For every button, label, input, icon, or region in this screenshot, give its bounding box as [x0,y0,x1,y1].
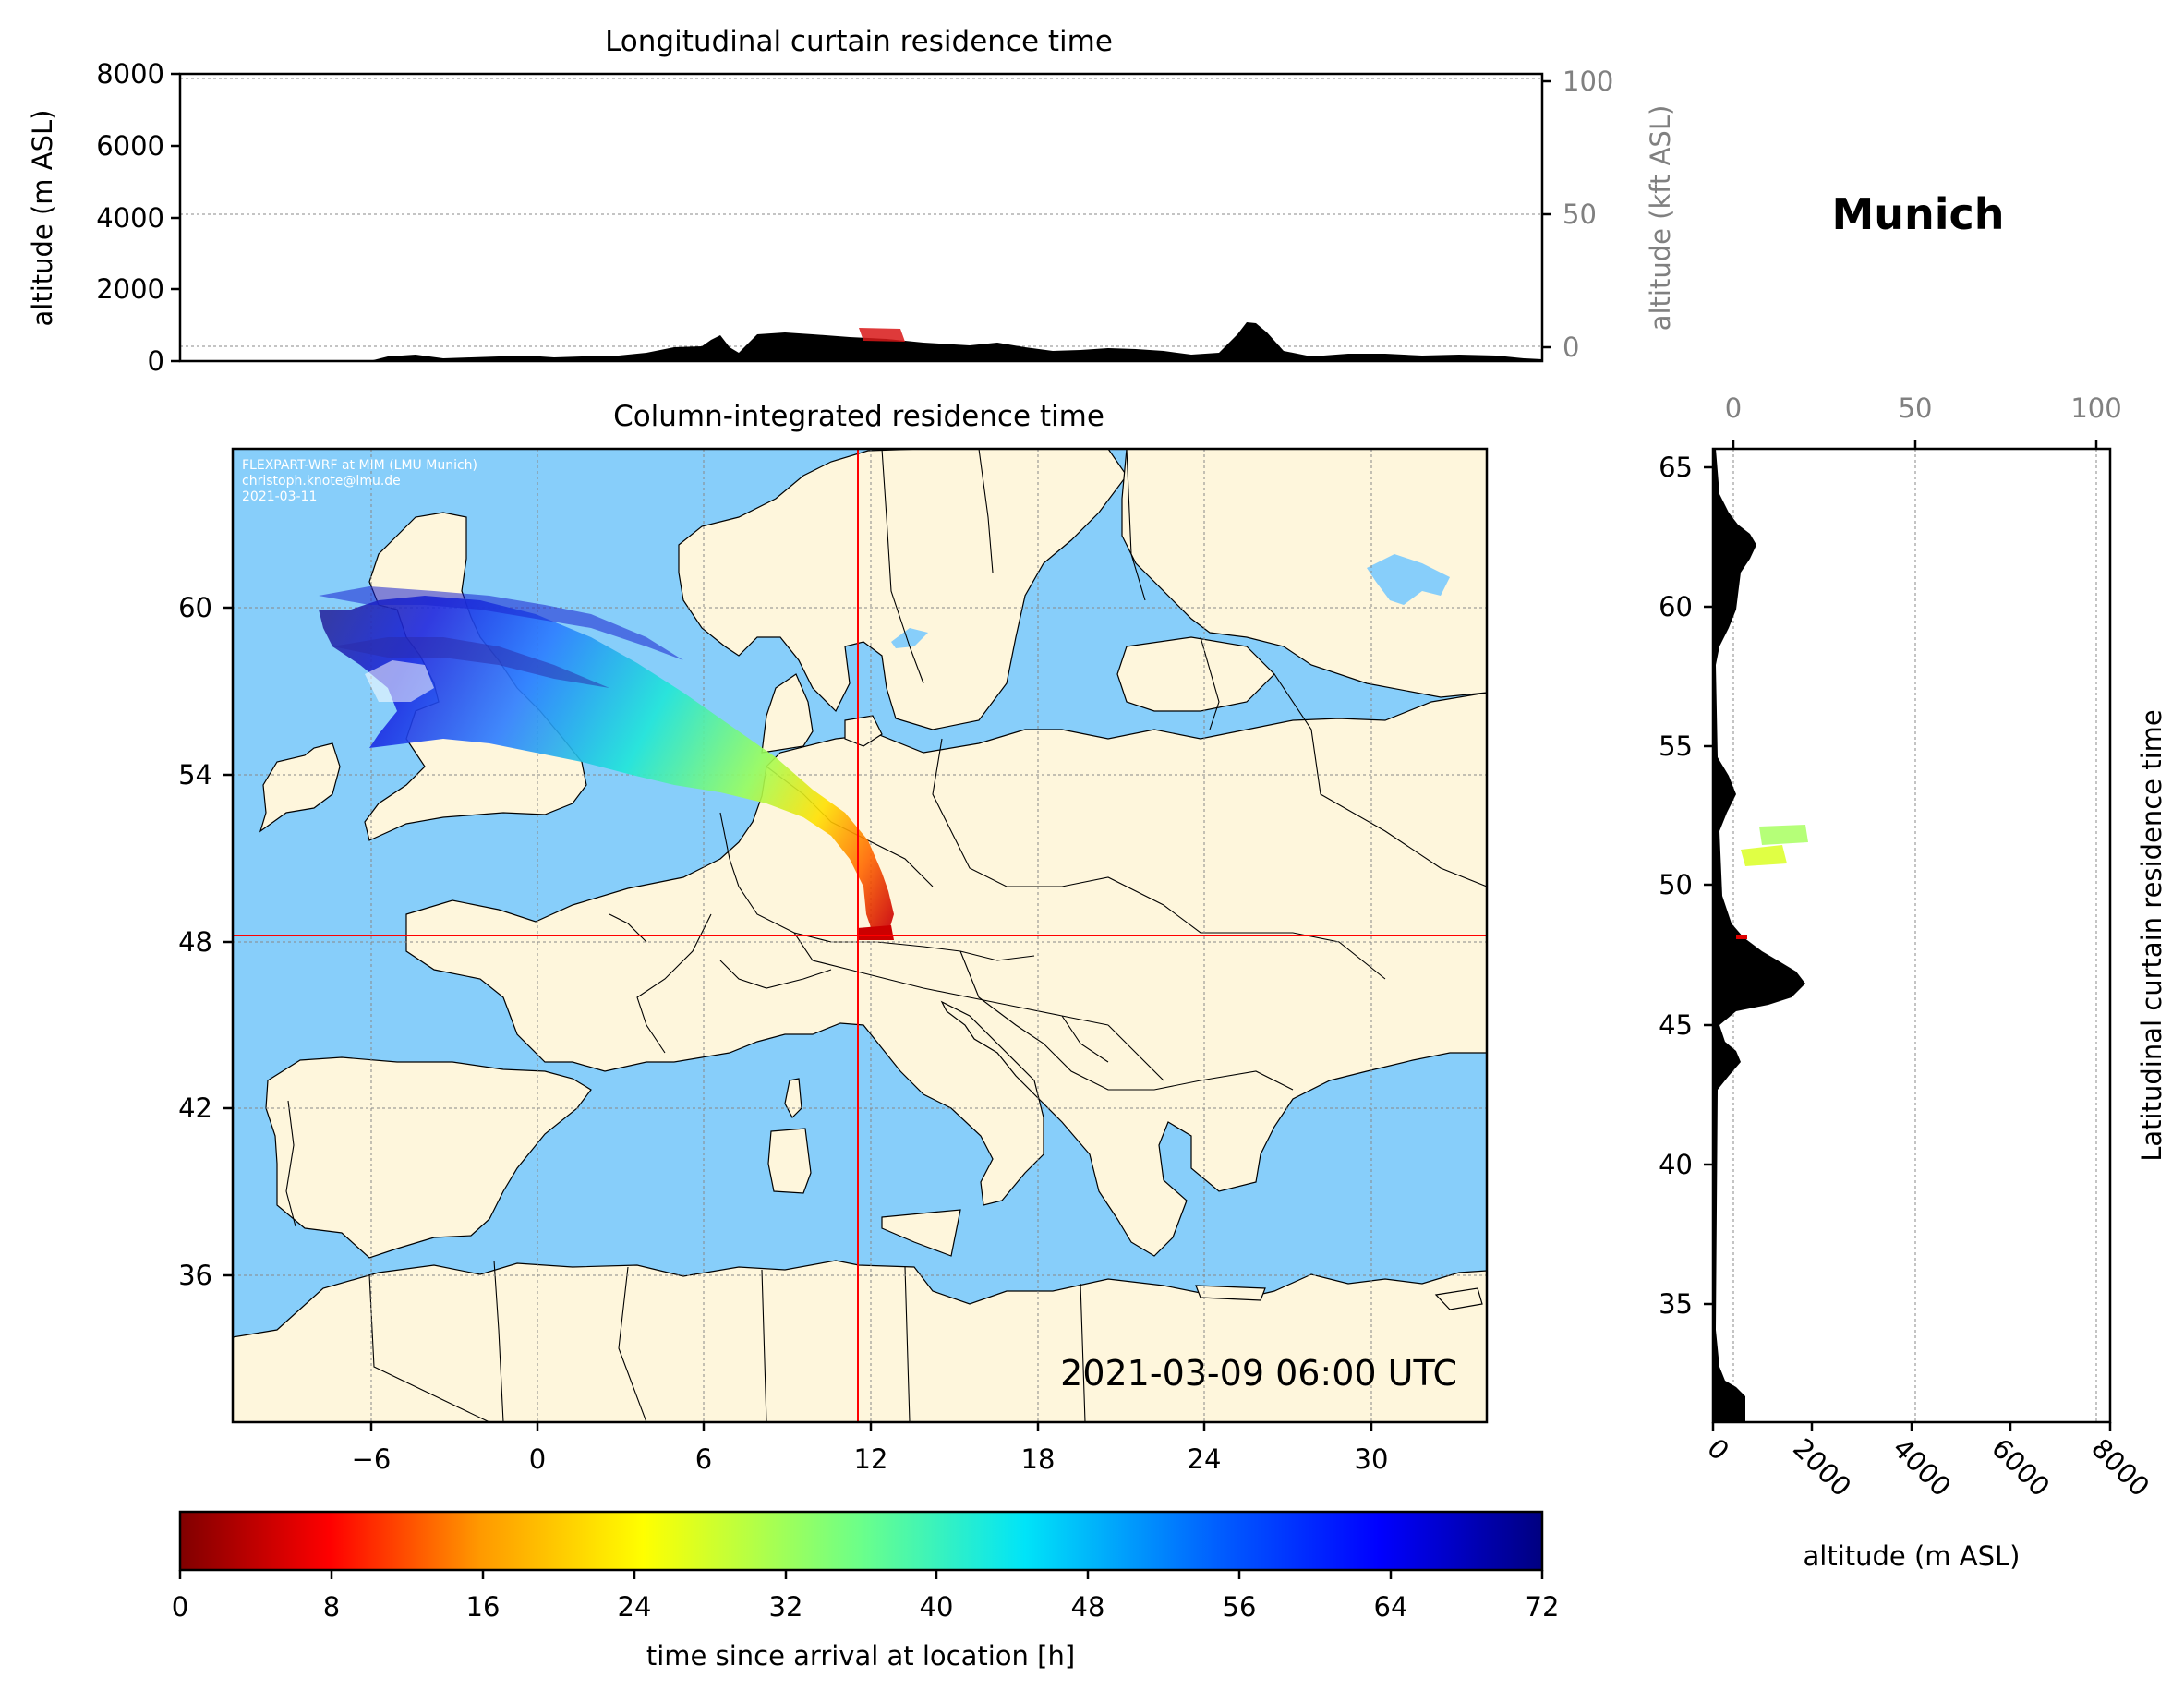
cb-tick-32: 32 [769,1591,803,1623]
right-panel-yticks: 35 40 45 50 55 60 65 [1659,452,1713,1320]
credit-line-3: 2021-03-11 [242,489,317,504]
map-xtick-30: 30 [1355,1443,1389,1475]
right-xtick-6000: 6000 [1985,1432,2056,1503]
longitudinal-curtain-panel: Longitudinal curtain residence time 0 20… [27,25,1676,377]
map-ytick-60: 60 [178,592,212,623]
land-sicily [881,1209,961,1257]
cb-tick-64: 64 [1374,1591,1408,1623]
location-title: Munich [1831,189,2004,239]
map-xtick-24: 24 [1188,1443,1222,1475]
colorbar: 0 8 16 24 32 40 48 56 64 72 time since a… [172,1510,1560,1672]
map-xticks: −6 0 6 12 18 24 30 [352,1422,1389,1475]
top-panel-right-ticks: 0 50 100 [1542,66,1613,363]
right-ytick-45: 45 [1659,1009,1693,1041]
top-ytick-right-50: 50 [1563,199,1597,230]
latitudinal-plume-red [1736,935,1747,939]
top-panel-ylabel: altitude (m ASL) [27,110,58,327]
land-ireland [259,742,341,833]
right-ytick-35: 35 [1659,1288,1693,1320]
land-iberia [265,1056,592,1259]
cb-tick-8: 8 [323,1591,340,1623]
land-africa [233,1260,1487,1422]
colorbar-label: time since arrival at location [h] [646,1640,1075,1672]
right-panel-xticks: 0 2000 4000 6000 8000 [1701,1422,2155,1503]
map-ytick-36: 36 [178,1260,212,1291]
right-ytick-55: 55 [1659,730,1693,762]
top-panel-ylabel-right: altitude (kft ASL) [1645,105,1676,332]
cb-tick-56: 56 [1223,1591,1257,1623]
top-panel-plume [859,328,905,342]
right-ytick-40: 40 [1659,1149,1693,1180]
land-mainland-europe [405,692,1487,1257]
cb-tick-48: 48 [1071,1591,1105,1623]
land-finland-russia [1121,449,1487,698]
colorbar-gradient [178,1510,1544,1572]
lake-ladoga [1367,554,1450,605]
top-ytick-2000: 2000 [96,273,164,305]
map-ytick-54: 54 [178,759,212,791]
right-xtick-top-100: 100 [2070,392,2121,424]
top-panel-left-ticks: 0 2000 4000 6000 8000 [96,58,180,377]
right-xtick-8000: 8000 [2085,1432,2155,1503]
right-ytick-50: 50 [1659,869,1693,900]
right-xtick-0: 0 [1701,1432,1735,1467]
land-cyprus [1434,1287,1483,1310]
top-ytick-right-100: 100 [1563,66,1613,97]
top-ytick-8000: 8000 [96,58,164,90]
residence-time-plume [319,586,894,940]
map-xtick-6: 6 [695,1443,712,1475]
land-sardinia [767,1128,812,1194]
latitudinal-curtain-panel: 35 40 45 50 55 60 65 0 2000 4000 6000 80… [1659,392,2167,1572]
colorbar-ticks: 0 8 16 24 32 40 48 56 64 72 [172,1570,1560,1623]
map-xtick-0: 0 [529,1443,546,1475]
terrain-profile [180,322,1542,361]
land-scandinavia [678,449,1128,730]
latitudinal-plume-yellow [1741,845,1787,866]
land-crete [1195,1285,1266,1301]
right-panel-xlabel: altitude (m ASL) [1804,1540,2021,1572]
right-xtick-4000: 4000 [1887,1432,1957,1503]
credit-line-2: christoph.knote@lmu.de [242,474,401,489]
land-baltics [1116,636,1275,712]
column-integrated-map-panel: Column-integrated residence time [178,400,1489,1475]
land-denmark [761,673,814,754]
map-yticks: 36 42 48 54 60 [178,592,233,1291]
cb-tick-0: 0 [172,1591,188,1623]
map-xtick-12: 12 [854,1443,888,1475]
credit-line-1: FLEXPART-WRF at MIM (LMU Munich) [242,458,477,473]
top-panel-title: Longitudinal curtain residence time [605,25,1113,58]
right-panel-ylabel: Latitudinal curtain residence time [2136,709,2167,1162]
top-ytick-6000: 6000 [96,130,164,162]
arrival-crosshair [233,449,1487,1422]
terrain-profile-latitudinal [1713,449,1805,1422]
latitudinal-plume-green [1759,825,1808,845]
right-ytick-60: 60 [1659,591,1693,622]
cb-tick-24: 24 [618,1591,652,1623]
top-ytick-right-0: 0 [1563,332,1579,363]
map-ytick-48: 48 [178,926,212,958]
right-xtick-2000: 2000 [1787,1432,1857,1503]
map-xtick-18: 18 [1021,1443,1056,1475]
map-ytick-42: 42 [178,1092,212,1124]
right-ytick-65: 65 [1659,452,1693,483]
cb-tick-16: 16 [466,1591,501,1623]
map-panel-title: Column-integrated residence time [613,400,1104,433]
cb-tick-72: 72 [1526,1591,1560,1623]
timestamp-label: 2021-03-09 06:00 UTC [1060,1353,1457,1394]
top-ytick-4000: 4000 [96,202,164,234]
lake-vanern [891,628,928,648]
cb-tick-40: 40 [920,1591,954,1623]
right-xtick-top-0: 0 [1725,392,1742,424]
top-ytick-0: 0 [148,345,164,377]
right-panel-top-xticks: 0 50 100 [1725,392,2122,449]
right-xtick-top-50: 50 [1899,392,1933,424]
map-xtick-m6: −6 [352,1443,392,1475]
